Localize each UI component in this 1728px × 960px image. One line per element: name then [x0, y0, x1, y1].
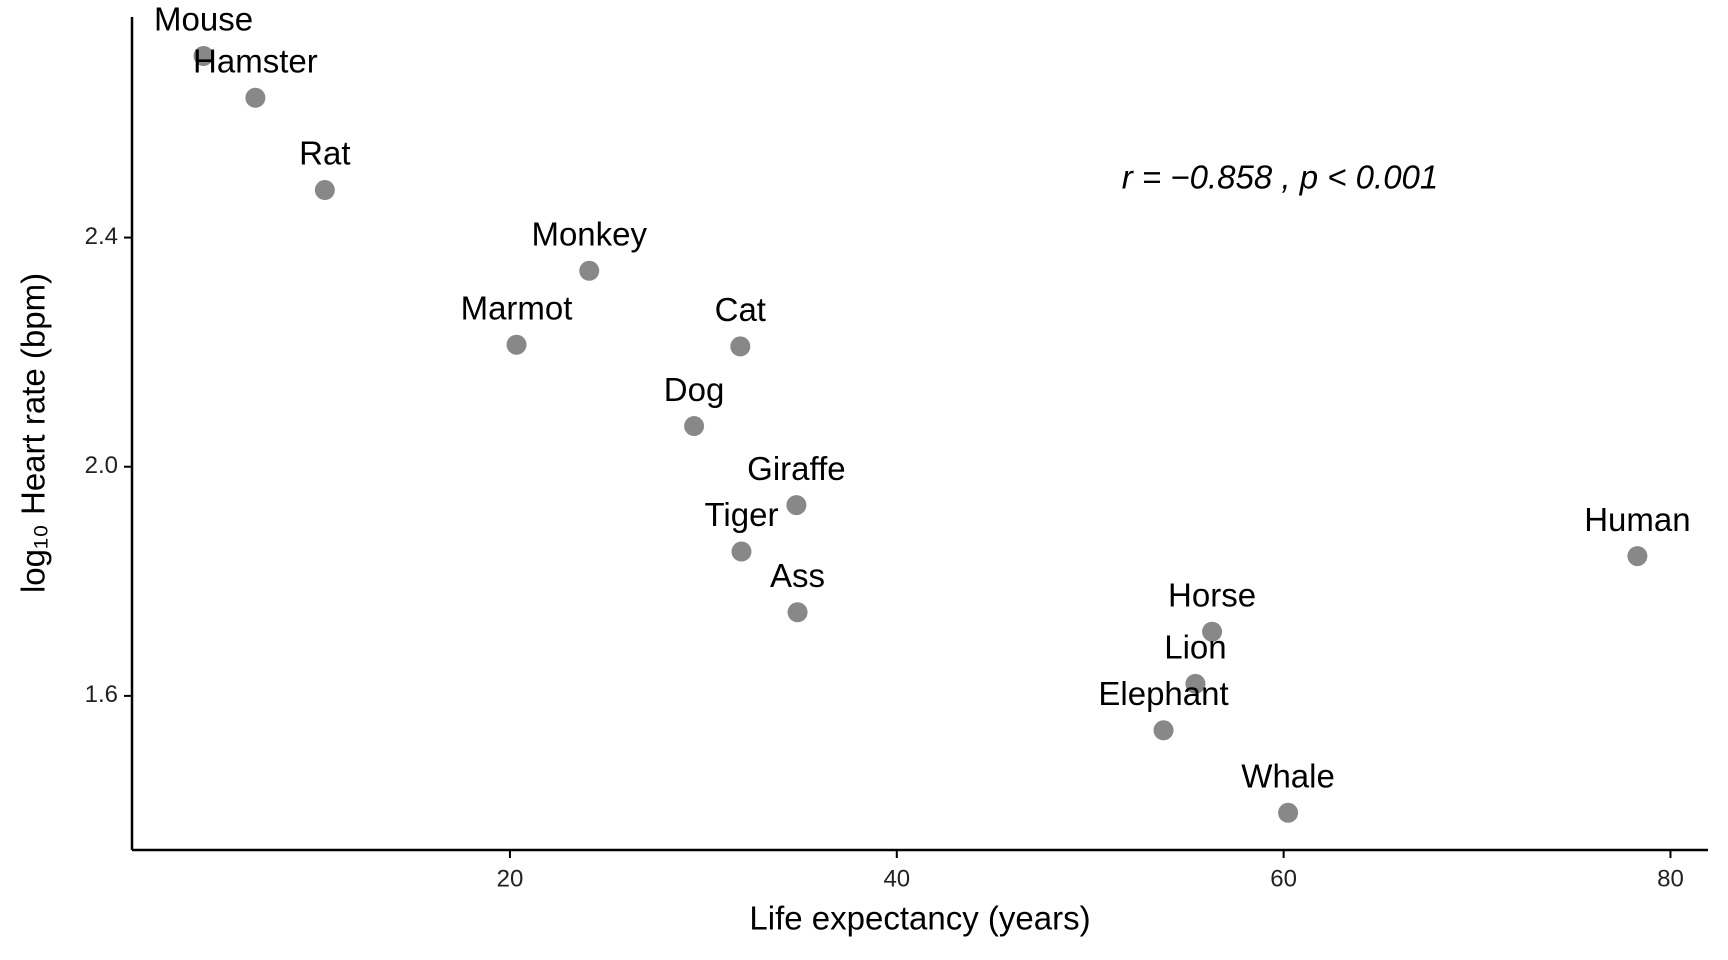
point-label: Ass [770, 557, 825, 594]
point-label: Rat [299, 135, 350, 172]
point-label: Dog [664, 371, 725, 408]
x-tick-label: 20 [497, 865, 524, 892]
point-label: Cat [715, 291, 766, 328]
point [1627, 546, 1648, 567]
point-label: Hamster [193, 42, 318, 79]
point [786, 495, 807, 516]
point-label: Marmot [461, 289, 573, 326]
point [506, 334, 527, 355]
point-label: Human [1584, 501, 1690, 538]
y-tick-label: 1.6 [85, 681, 118, 708]
point [1278, 802, 1299, 823]
point [731, 541, 752, 562]
y-tick-label: 2.4 [85, 223, 118, 250]
point-label: Lion [1164, 629, 1226, 666]
point [193, 45, 214, 66]
point [1153, 720, 1174, 741]
point-label: Horse [1168, 576, 1256, 613]
annotation: r = −0.858 , p < 0.001 [1122, 159, 1439, 196]
x-tick-label: 40 [883, 865, 910, 892]
point-label: Monkey [531, 216, 647, 253]
point-label: Tiger [704, 496, 778, 533]
point-label: Giraffe [747, 450, 845, 487]
point [684, 416, 705, 437]
point [1185, 673, 1206, 694]
point [314, 180, 335, 201]
point [1202, 621, 1223, 642]
point-label: Whale [1241, 757, 1335, 794]
point [787, 602, 808, 623]
point [579, 260, 600, 281]
x-tick-label: 60 [1270, 865, 1297, 892]
x-axis-title: Life expectancy (years) [749, 900, 1090, 937]
y-tick-label: 2.0 [85, 452, 118, 479]
point-label: Mouse [154, 1, 253, 38]
point [730, 336, 751, 357]
point [245, 87, 266, 108]
point-label: Elephant [1098, 675, 1228, 712]
y-axis-title: log₁₀ Heart rate (bpm) [15, 273, 52, 593]
x-tick-label: 80 [1657, 865, 1684, 892]
